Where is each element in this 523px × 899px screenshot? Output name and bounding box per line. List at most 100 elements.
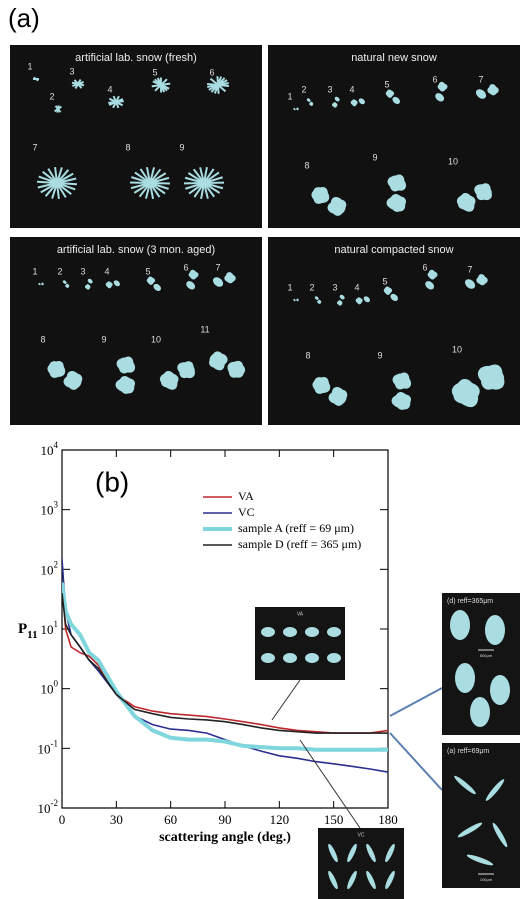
particle — [47, 363, 65, 377]
particle-label: 5 — [145, 266, 150, 276]
inset-title: VA — [297, 611, 304, 617]
particle — [477, 365, 505, 387]
particle — [490, 675, 510, 705]
y-tick-label: 101 — [41, 619, 59, 637]
particle — [113, 280, 120, 287]
particle — [396, 392, 411, 410]
inset-image — [318, 828, 404, 899]
particle — [386, 89, 393, 98]
y-tick-exponent: 1 — [54, 619, 59, 629]
x-tick-label: 0 — [59, 812, 66, 827]
particle — [317, 299, 321, 304]
particle-label: 9 — [372, 152, 377, 162]
y-tick-base: 10 — [38, 801, 51, 816]
particle-label: 1 — [27, 61, 32, 71]
particle — [328, 870, 338, 890]
x-tick-label: 150 — [324, 812, 344, 827]
particle — [347, 843, 357, 863]
particle — [457, 822, 483, 838]
particle-label: 5 — [382, 276, 387, 286]
particle — [327, 627, 341, 637]
particle-label: 6 — [209, 67, 214, 77]
particle — [312, 379, 330, 393]
y-tick-exponent: 3 — [54, 500, 59, 510]
particle — [314, 296, 319, 300]
particle — [392, 374, 411, 388]
particle — [177, 362, 195, 376]
particle — [358, 98, 365, 105]
particle-label: 8 — [125, 142, 130, 152]
particle-label: 8 — [305, 350, 310, 360]
particle — [347, 870, 357, 890]
particle — [106, 281, 112, 289]
connector — [271, 679, 301, 721]
y-axis-label-sub: 11 — [27, 629, 37, 641]
particle — [450, 610, 470, 640]
particle-label: 6 — [422, 262, 427, 272]
particle — [147, 276, 154, 285]
particle — [85, 284, 90, 290]
particle — [156, 77, 166, 93]
x-tick-label: 180 — [378, 812, 398, 827]
particle — [87, 278, 93, 284]
particle-label: 9 — [377, 350, 382, 360]
y-axis-label: P11 — [18, 621, 38, 640]
particle-label: 9 — [179, 142, 184, 152]
particle — [212, 277, 224, 287]
y-tick-label: 10-2 — [38, 798, 59, 816]
x-tick-label: 90 — [219, 812, 232, 827]
connector — [389, 687, 443, 717]
particle — [454, 775, 476, 795]
particle — [261, 653, 275, 663]
particle — [356, 297, 362, 305]
inset-title: (a) reff=69μm — [447, 748, 489, 755]
particle-label: 9 — [101, 334, 106, 344]
particle — [163, 372, 178, 390]
particle — [390, 293, 398, 301]
particle — [41, 282, 44, 286]
particle-label: 2 — [57, 266, 62, 276]
particle — [387, 176, 406, 190]
particle — [334, 96, 340, 102]
y-tick-exponent: -2 — [51, 798, 59, 808]
particle — [65, 283, 69, 288]
particle — [438, 81, 446, 92]
particle — [309, 101, 313, 106]
x-tick-label: 60 — [164, 812, 177, 827]
particle-label: 3 — [80, 266, 85, 276]
particle — [73, 79, 83, 89]
panel-title: artificial lab. snow (fresh) — [75, 52, 197, 64]
particle — [38, 282, 41, 286]
particle — [392, 96, 400, 104]
particle — [296, 107, 299, 111]
series-line — [62, 582, 388, 752]
y-axis-label-main: P — [18, 621, 27, 637]
y-tick-label: 102 — [41, 559, 59, 577]
panel-title: natural compacted snow — [334, 244, 453, 256]
particle — [456, 381, 479, 408]
particle — [475, 89, 487, 99]
x-tick-label: 120 — [270, 812, 290, 827]
particle — [428, 269, 436, 280]
inset-image — [255, 607, 345, 680]
particle — [283, 627, 297, 637]
particle-label: 1 — [287, 282, 292, 292]
particle — [108, 98, 124, 106]
particle — [305, 653, 319, 663]
particle-label: 2 — [301, 84, 306, 94]
particle — [227, 361, 246, 376]
particle — [330, 196, 346, 214]
particle-label: 6 — [432, 74, 437, 84]
x-tick-label: 30 — [110, 812, 123, 827]
particle-label: 5 — [384, 79, 389, 89]
particle-label: 1 — [32, 266, 37, 276]
y-tick-label: 104 — [41, 440, 59, 458]
particle-label: 5 — [152, 67, 157, 77]
particle — [189, 269, 197, 280]
y-tick-exponent: 4 — [54, 440, 59, 450]
scale-label: 100μm — [480, 877, 493, 882]
particle — [311, 189, 329, 203]
y-tick-exponent: -1 — [51, 738, 59, 748]
particle-label: 7 — [215, 262, 220, 272]
